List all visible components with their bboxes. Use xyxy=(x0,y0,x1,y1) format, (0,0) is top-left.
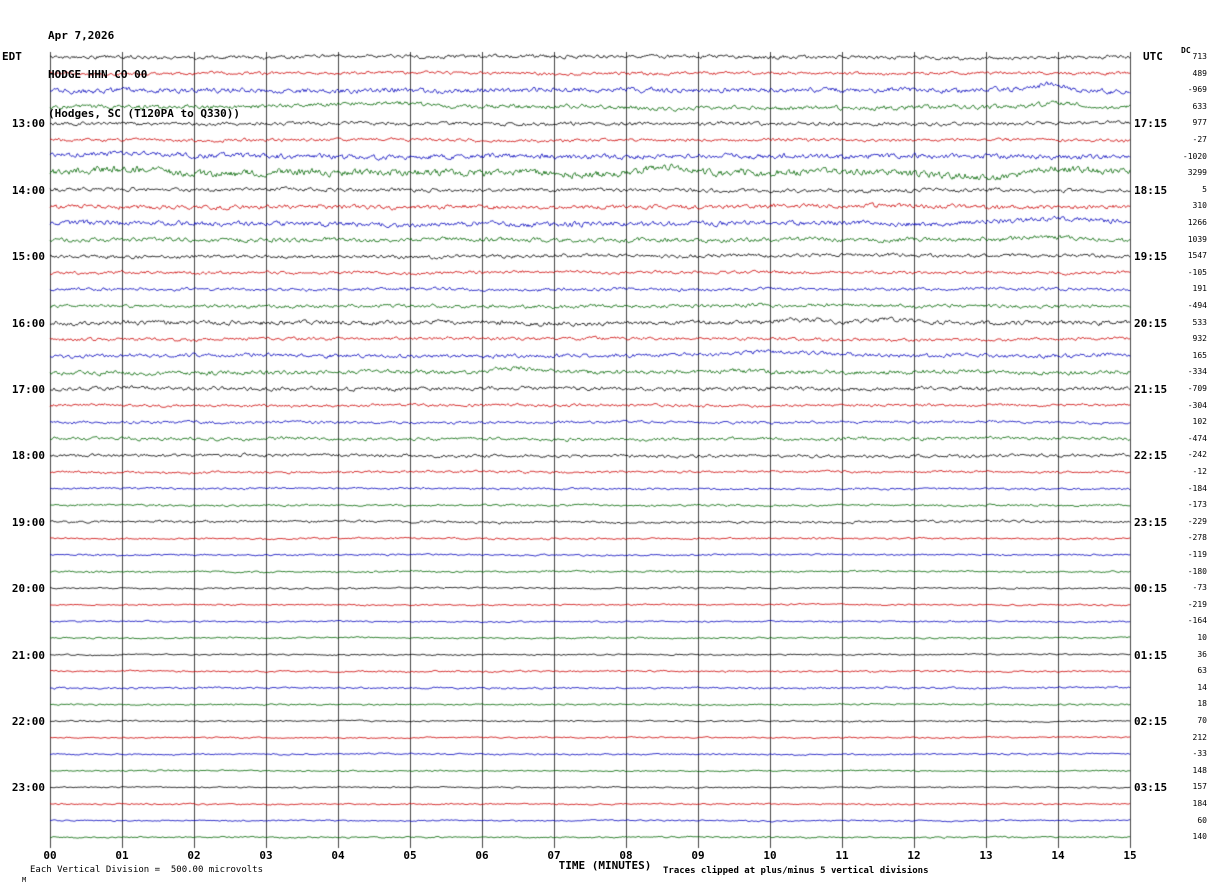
x-axis-title: TIME (MINUTES) xyxy=(558,859,652,872)
dc-offset-value: -119 xyxy=(1187,550,1207,559)
dc-offset-value: 489 xyxy=(1192,68,1207,78)
left-time-label: 21:00 xyxy=(11,648,45,662)
right-time-label: 01:15 xyxy=(1134,648,1168,662)
clip-note: Traces clipped at plus/minus 5 vertical … xyxy=(663,866,929,876)
dc-offset-value: 633 xyxy=(1192,101,1207,111)
header-location: (Hodges, SC (T120PA to Q330)) xyxy=(48,107,241,120)
dc-offset-value: -304 xyxy=(1187,400,1207,410)
dc-offset-value: 14 xyxy=(1197,682,1207,692)
x-tick-label: 15 xyxy=(1123,849,1137,862)
dc-offset-value: -229 xyxy=(1187,516,1207,526)
right-time-label: 21:15 xyxy=(1134,383,1168,396)
dc-offset-value: 1266 xyxy=(1187,218,1207,227)
dc-offset-value: 533 xyxy=(1192,317,1207,327)
dc-offset-value: 713 xyxy=(1192,52,1207,61)
dc-offset-value: -73 xyxy=(1192,583,1207,593)
x-tick-label: 09 xyxy=(691,849,705,862)
corner-mark: M xyxy=(22,876,27,884)
x-tick-label: 12 xyxy=(907,849,921,862)
right-time-label: 03:15 xyxy=(1134,781,1168,795)
dc-offset-value: 212 xyxy=(1192,732,1207,742)
x-tick-label: 05 xyxy=(403,849,417,862)
left-time-label: 18:00 xyxy=(11,449,45,463)
left-time-label: 22:00 xyxy=(11,715,45,728)
x-tick-label: 08 xyxy=(619,849,633,862)
x-tick-label: 00 xyxy=(43,849,57,862)
dc-offset-value: 102 xyxy=(1192,417,1207,427)
dc-offset-value: 165 xyxy=(1192,350,1207,360)
right-time-label: 20:15 xyxy=(1134,316,1168,330)
dc-offset-value: 157 xyxy=(1192,782,1207,792)
right-time-label: 18:15 xyxy=(1134,183,1168,197)
dc-offset-value: 310 xyxy=(1192,201,1207,211)
dc-offset-value: -184 xyxy=(1187,483,1207,493)
dc-offset-value: 5 xyxy=(1202,184,1207,194)
left-time-label: 17:00 xyxy=(11,383,45,396)
right-time-label: 23:15 xyxy=(1134,515,1168,529)
right-axis-label: UTC xyxy=(1143,50,1163,63)
right-time-label: 19:15 xyxy=(1134,250,1168,264)
dc-offset-value: -278 xyxy=(1187,533,1207,543)
dc-offset-value: -969 xyxy=(1187,85,1207,95)
dc-offset-value: 191 xyxy=(1192,284,1207,294)
dc-offset-value: -334 xyxy=(1187,367,1207,377)
dc-offset-value: -1020 xyxy=(1182,151,1207,161)
dc-offset-value: -494 xyxy=(1187,301,1207,310)
scale-note: Each Vertical Division = 500.00 microvol… xyxy=(30,865,263,875)
dc-offset-value: -164 xyxy=(1187,616,1207,626)
left-time-label: 15:00 xyxy=(11,250,45,264)
dc-offset-value: -27 xyxy=(1192,135,1207,144)
x-tick-label: 13 xyxy=(979,849,993,862)
left-axis-label: EDT xyxy=(2,50,22,63)
x-tick-label: 10 xyxy=(763,849,777,862)
dc-offset-value: 1547 xyxy=(1187,251,1207,261)
dc-offset-value: 932 xyxy=(1192,334,1207,344)
left-time-label: 19:00 xyxy=(11,515,45,529)
x-tick-label: 04 xyxy=(331,849,345,862)
header-date: Apr 7,2026 xyxy=(48,29,115,42)
dc-offset-value: 977 xyxy=(1192,118,1207,128)
dc-offset-value: 63 xyxy=(1197,666,1207,676)
x-tick-label: 02 xyxy=(187,849,201,862)
dc-offset-value: -173 xyxy=(1187,500,1207,510)
dc-offset-value: -105 xyxy=(1187,267,1207,277)
dc-offset-value: 70 xyxy=(1197,716,1207,725)
dc-offset-value: 184 xyxy=(1192,799,1207,808)
x-tick-label: 14 xyxy=(1051,849,1065,862)
x-tick-label: 03 xyxy=(259,849,273,862)
dc-offset-value: -709 xyxy=(1187,384,1207,393)
dc-offset-value: -33 xyxy=(1192,749,1207,759)
dc-offset-value: -242 xyxy=(1187,450,1207,460)
right-time-label: 00:15 xyxy=(1134,582,1168,596)
dc-offset-value: 140 xyxy=(1192,832,1207,842)
left-time-label: 13:00 xyxy=(11,117,45,131)
dc-offset-value: -180 xyxy=(1187,566,1207,576)
header-block: Apr 7,2026 HODGE HHN CO 00 (Hodges, SC (… xyxy=(48,3,240,146)
dc-offset-value: -474 xyxy=(1187,433,1207,443)
dc-offset-value: 36 xyxy=(1197,649,1207,659)
left-time-label: 23:00 xyxy=(11,781,45,795)
x-tick-label: 07 xyxy=(547,849,561,862)
dc-offset-value: 18 xyxy=(1197,699,1207,709)
dc-offset-value: 3299 xyxy=(1187,168,1207,178)
dc-offset-value: 60 xyxy=(1197,815,1207,825)
dc-offset-value: 1039 xyxy=(1187,234,1207,244)
left-time-label: 20:00 xyxy=(11,582,45,596)
right-time-label: 22:15 xyxy=(1134,449,1168,463)
dc-offset-value: 148 xyxy=(1192,765,1207,775)
right-time-label: 02:15 xyxy=(1134,715,1168,728)
dc-offset-value: 10 xyxy=(1197,633,1207,642)
x-tick-label: 11 xyxy=(835,849,849,862)
left-time-label: 14:00 xyxy=(11,183,45,197)
header-station: HODGE HHN CO 00 xyxy=(48,68,148,81)
x-tick-label: 06 xyxy=(475,849,489,862)
dc-offset-value: -12 xyxy=(1192,467,1207,476)
right-time-label: 17:15 xyxy=(1134,117,1168,131)
dc-column-label: DC xyxy=(1181,46,1191,55)
dc-offset-value: -219 xyxy=(1187,599,1207,609)
left-time-label: 16:00 xyxy=(11,316,45,330)
x-tick-label: 01 xyxy=(115,849,129,862)
